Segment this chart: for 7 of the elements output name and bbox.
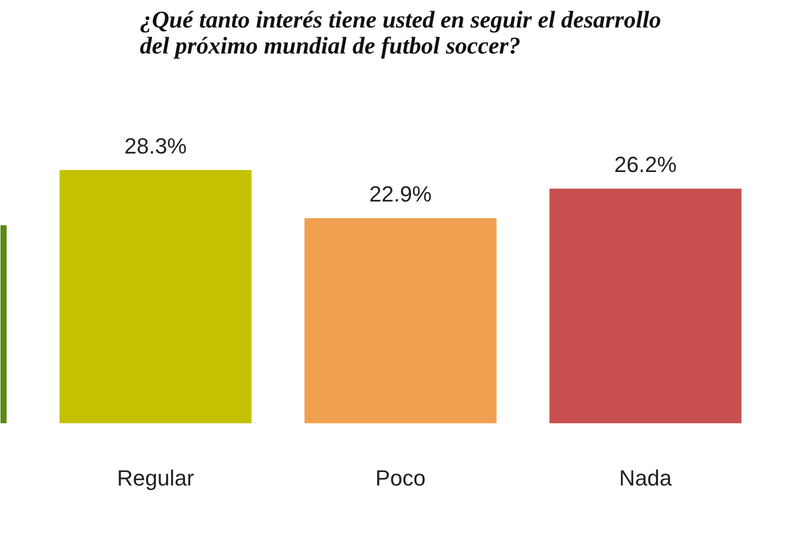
x-tick-label: Regular <box>117 466 194 491</box>
chart-title: ¿Qué tanto interés tiene usted en seguir el desarrollo del próximo mundial de futbol soccer? <box>140 8 662 60</box>
x-tick-label: Nada <box>619 466 673 491</box>
x-tick-label: Poco <box>375 466 426 491</box>
data-label: 28.3% <box>124 133 187 158</box>
data-label: 22.9% <box>369 182 432 207</box>
data-label: 26.2% <box>614 152 677 178</box>
